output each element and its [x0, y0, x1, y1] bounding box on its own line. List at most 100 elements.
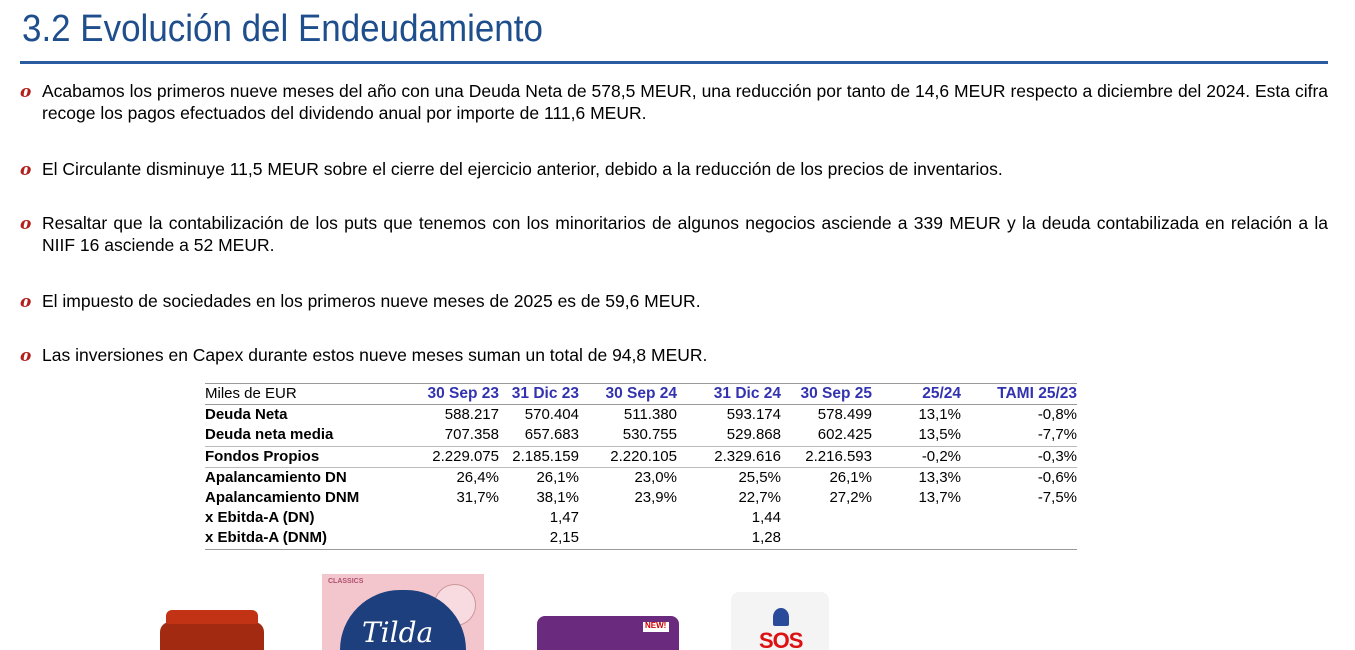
column-header: 30 Sep 24: [579, 383, 677, 406]
bullet-marker-icon: o: [20, 214, 32, 234]
column-header: 31 Dic 23: [499, 383, 579, 406]
bullet-text: Resaltar que la contabilización de los p…: [42, 213, 1328, 255]
page-title: 3.2 Evolución del Endeudamiento: [22, 8, 543, 50]
table-cell: -0,3%: [961, 446, 1077, 468]
table-cell: 13,1%: [918, 406, 961, 424]
table-cell: -0,8%: [1037, 406, 1077, 424]
table-row: Deuda Neta 588.217 570.404 511.380 593.1…: [205, 405, 1077, 426]
table-cell: 31,7%: [456, 489, 499, 507]
bullet-marker-icon: o: [20, 160, 32, 180]
bullet-item: o Resaltar que la contabilización de los…: [20, 212, 1328, 256]
table-row: Apalancamiento DNM 31,7% 38,1% 23,9% 22,…: [205, 488, 1077, 508]
table-cell: 22,7%: [738, 489, 781, 507]
table-row: x Ebitda-A (DN) 1,47 1,44: [205, 508, 1077, 528]
table-row: Apalancamiento DN 26,4% 26,1% 23,0% 25,5…: [205, 467, 1077, 488]
table-cell: 657.683: [499, 425, 579, 447]
table-cell: 511.380: [623, 406, 677, 424]
row-label: Deuda Neta: [205, 406, 288, 424]
table-cell: -7,7%: [961, 425, 1077, 447]
unit-label: Miles de EUR: [205, 383, 413, 406]
bullet-marker-icon: o: [20, 82, 32, 102]
bullet-marker-icon: o: [20, 346, 32, 366]
bullet-text: El impuesto de sociedades en los primero…: [42, 291, 701, 311]
table-header-row: Miles de EUR 30 Sep 23 31 Dic 23 30 Sep …: [205, 383, 1077, 406]
bullet-item: o El Circulante disminuye 11,5 MEUR sobr…: [20, 158, 1328, 180]
table-cell: 602.425: [781, 425, 872, 447]
table-cell: 26,1%: [829, 468, 872, 486]
table-cell: 2.220.105: [579, 446, 677, 468]
bullet-text: El Circulante disminuye 11,5 MEUR sobre …: [42, 159, 1003, 179]
sauce-jar-image: [160, 610, 264, 650]
table-cell: 1,44: [751, 509, 781, 527]
table-cell: [781, 528, 872, 549]
new-badge-text: NEW!: [645, 621, 667, 630]
table-cell: [961, 528, 1077, 549]
table-cell: [579, 508, 677, 528]
table-row: x Ebitda-A (DNM) 2,15 1,28: [205, 528, 1077, 549]
jar-body: [160, 622, 264, 650]
table-cell: 2.229.075: [413, 446, 499, 468]
table-cell: 2,15: [549, 529, 579, 547]
row-label: x Ebitda-A (DN): [205, 509, 315, 527]
table-cell: 2.185.159: [499, 446, 579, 468]
title-underline: [20, 61, 1328, 64]
table-cell: 23,9%: [634, 489, 677, 507]
table-cell: 26,4%: [456, 468, 499, 486]
table-cell: 578.499: [817, 406, 872, 424]
sos-brand-logo: SOS: [759, 628, 803, 650]
bullet-text: Acabamos los primeros nueve meses del añ…: [42, 81, 1328, 123]
column-header: 30 Sep 23: [413, 383, 499, 406]
table-cell: 23,0%: [634, 468, 677, 486]
bullet-item: o Acabamos los primeros nueve meses del …: [20, 80, 1328, 124]
sos-rice-bag-image: SOS: [731, 592, 829, 650]
table-cell: 13,3%: [918, 468, 961, 486]
sos-mascot-icon: [773, 608, 789, 626]
jar-lid: [166, 610, 258, 624]
tilda-rice-package-image: CLASSICS Tilda: [322, 574, 484, 650]
table-cell: 707.358: [413, 425, 499, 447]
table-cell: 570.404: [524, 406, 579, 424]
column-header: 31 Dic 24: [677, 383, 781, 406]
table-cell: 530.755: [579, 425, 677, 447]
debt-table: Miles de EUR 30 Sep 23 31 Dic 23 30 Sep …: [205, 383, 1077, 550]
bullet-text: Las inversiones en Capex durante estos n…: [42, 345, 708, 365]
column-header: TAMI 25/23: [961, 383, 1077, 406]
table-cell: -0,2%: [872, 446, 961, 468]
table-cell: 27,2%: [829, 489, 872, 507]
tilda-tag-label: CLASSICS: [328, 578, 364, 585]
column-header: 30 Sep 25: [781, 383, 872, 406]
bullet-marker-icon: o: [20, 292, 32, 312]
row-label: Deuda neta media: [205, 425, 413, 447]
table-cell: [872, 508, 961, 528]
row-label: Fondos Propios: [205, 446, 413, 468]
table-row: Fondos Propios 2.229.075 2.185.159 2.220…: [205, 446, 1077, 468]
table-cell: [872, 528, 961, 549]
table-cell: 593.174: [726, 406, 781, 424]
table-cell: 13,7%: [918, 489, 961, 507]
table-cell: 38,1%: [536, 489, 579, 507]
table-cell: 588.217: [444, 406, 499, 424]
row-label: Apalancamiento DNM: [205, 489, 360, 507]
table-cell: 26,1%: [536, 468, 579, 486]
purple-package-image: NEW!: [537, 616, 679, 650]
row-label: Apalancamiento DN: [205, 468, 347, 486]
table-cell: 2.216.593: [781, 446, 872, 468]
bullet-item: o El impuesto de sociedades en los prime…: [20, 290, 1328, 312]
table-cell: 13,5%: [872, 425, 961, 447]
new-badge: NEW!: [643, 621, 669, 632]
table-cell: 2.329.616: [677, 446, 781, 468]
table-cell: -7,5%: [1037, 489, 1077, 507]
table-cell: [961, 508, 1077, 528]
row-label: x Ebitda-A (DNM): [205, 529, 327, 547]
table-cell: 1,47: [549, 509, 579, 527]
tilda-brand-logo: Tilda: [362, 616, 434, 649]
table-cell: [413, 508, 499, 528]
table-cell: [781, 508, 872, 528]
table-cell: 529.868: [677, 425, 781, 447]
bullet-item: o Las inversiones en Capex durante estos…: [20, 344, 1328, 366]
table-cell: [579, 528, 677, 549]
table-cell: 1,28: [751, 529, 781, 547]
table-row: Deuda neta media 707.358 657.683 530.755…: [205, 425, 1077, 447]
table-cell: 25,5%: [738, 468, 781, 486]
table-cell: [413, 528, 499, 549]
